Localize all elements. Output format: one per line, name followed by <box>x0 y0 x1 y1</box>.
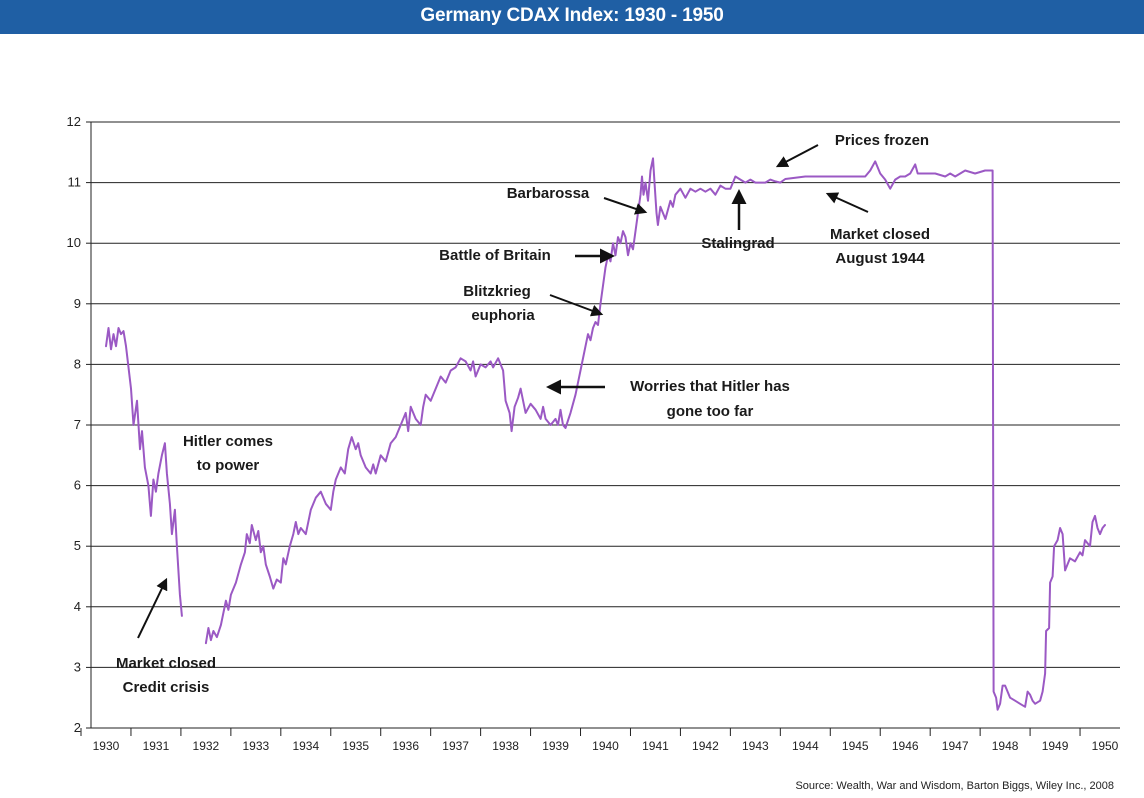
x-tick-label: 1931 <box>143 739 170 753</box>
x-tick-label: 1950 <box>1092 739 1119 753</box>
x-tick-label: 1941 <box>642 739 669 753</box>
annotation-1944-line1: Market closed <box>830 226 930 243</box>
annotation-blitzkrieg-line1: Blitzkrieg <box>463 283 531 300</box>
annotation-worries: Worries that Hitler has gone too far <box>546 378 790 420</box>
x-tick-label: 1947 <box>942 739 969 753</box>
series-line-segment-0-1 <box>204 157 1106 711</box>
y-tick-label: 12 <box>67 114 81 129</box>
y-tick-label: 4 <box>74 599 81 614</box>
arrow-blitzkrieg <box>549 294 604 317</box>
axes <box>90 122 1120 729</box>
x-tick-label: 1935 <box>342 739 369 753</box>
y-tick-labels: 2 3 4 5 6 7 8 9 10 11 12 <box>67 114 81 735</box>
annotation-barbarossa-text: Barbarossa <box>507 185 590 202</box>
x-tick-label: 1945 <box>842 739 869 753</box>
y-tick-label: 9 <box>74 296 81 311</box>
annotation-hitler-line2: to power <box>197 457 260 474</box>
x-tick-label: 1936 <box>392 739 419 753</box>
annotation-credit-line1: Market closed <box>116 655 216 672</box>
annotation-stalingrad: Stalingrad <box>701 189 775 252</box>
annotation-market-closed-1944: Market closed August 1944 <box>825 192 930 267</box>
y-tick-label: 5 <box>74 538 81 553</box>
arrow-credit-crisis <box>137 577 168 639</box>
x-tick-label: 1933 <box>242 739 269 753</box>
x-tick-label: 1934 <box>292 739 319 753</box>
y-tick-label: 3 <box>74 659 81 674</box>
y-tick-label: 11 <box>68 175 82 190</box>
y-tick-label: 10 <box>67 235 81 250</box>
x-tick-label: 1939 <box>542 739 569 753</box>
annotation-prices-frozen: Prices frozen <box>775 132 929 168</box>
x-tick-labels: 1930 1931 1932 1933 1934 1935 1936 1937 1938 1939… <box>80 728 1119 753</box>
x-tick-label: 1946 <box>892 739 919 753</box>
annotation-prices-frozen-text: Prices frozen <box>835 132 929 149</box>
x-tick-label: 1942 <box>692 739 719 753</box>
annotation-1944-line2: August 1944 <box>835 250 925 267</box>
annotation-hitler: Hitler comes to power <box>183 433 273 474</box>
x-tick-label: 1937 <box>442 739 469 753</box>
annotation-stalingrad-text: Stalingrad <box>701 235 774 252</box>
x-tick-label: 1943 <box>742 739 769 753</box>
chart-title: Germany CDAX Index: 1930 - 1950 <box>0 0 1144 34</box>
annotation-hitler-line1: Hitler comes <box>183 433 273 450</box>
series-line-segment-0-0 <box>105 327 183 617</box>
y-tick-label: 7 <box>74 417 81 432</box>
annotation-worries-line2: gone too far <box>667 403 754 420</box>
annotation-credit-line2: Credit crisis <box>123 679 210 696</box>
x-tick-label: 1930 <box>93 739 120 753</box>
x-tick-label: 1938 <box>492 739 519 753</box>
x-tick-label: 1944 <box>792 739 819 753</box>
source-note: Source: Wealth, War and Wisdom, Barton B… <box>795 780 1114 792</box>
annotation-battle-text: Battle of Britain <box>439 247 551 264</box>
y-tick-label: 6 <box>74 478 81 493</box>
x-tick-label: 1940 <box>592 739 619 753</box>
x-tick-label: 1932 <box>193 739 220 753</box>
annotation-blitzkrieg: Blitzkrieg euphoria <box>463 283 604 324</box>
annotation-worries-line1: Worries that Hitler has <box>630 378 790 395</box>
annotation-blitzkrieg-line2: euphoria <box>471 307 535 324</box>
annotation-battle-of-britain: Battle of Britain <box>439 247 615 264</box>
y-tick-label: 2 <box>74 720 81 735</box>
arrow-prices-frozen <box>775 144 819 168</box>
x-tick-label: 1948 <box>992 739 1019 753</box>
annotations: Hitler comes to power Market closed Cred… <box>116 132 930 696</box>
arrow-barbarossa <box>603 197 648 215</box>
y-tick-label: 8 <box>74 356 81 371</box>
annotation-market-closed-credit: Market closed Credit crisis <box>116 577 216 696</box>
arrow-market-closed-1944 <box>825 192 869 213</box>
annotation-barbarossa: Barbarossa <box>507 185 648 215</box>
gridlines <box>86 121 1120 729</box>
x-tick-label: 1949 <box>1042 739 1069 753</box>
